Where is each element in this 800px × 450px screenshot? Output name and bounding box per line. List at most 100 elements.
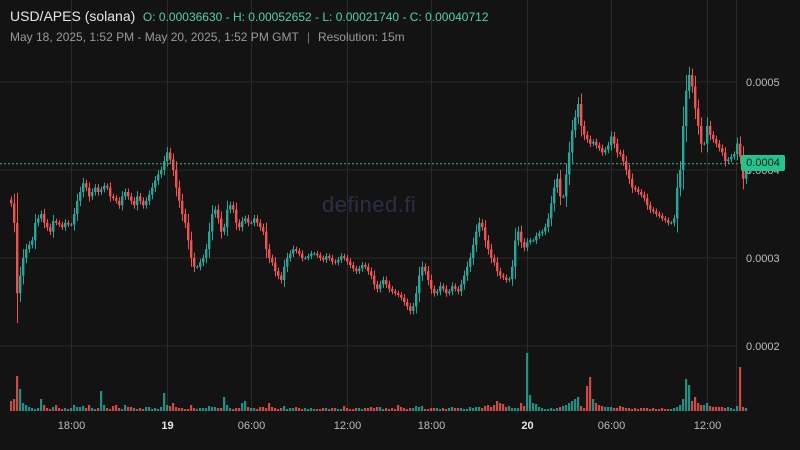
volume-bar — [667, 409, 670, 411]
volume-bar — [433, 408, 436, 411]
candle-body — [538, 233, 541, 236]
candle-body — [25, 249, 28, 258]
volume-bar — [187, 409, 190, 411]
candle-body — [196, 266, 199, 268]
volume-bar — [286, 409, 289, 411]
volume-bar — [616, 408, 619, 411]
volume-bar — [250, 408, 253, 411]
candle-body — [19, 275, 22, 294]
candle-body — [94, 187, 97, 192]
volume-bar — [277, 409, 280, 411]
candle-body — [697, 108, 700, 126]
candle-body — [199, 262, 202, 267]
candle-body — [259, 222, 262, 228]
candle-body — [685, 90, 688, 126]
candle-body — [595, 141, 598, 146]
candle-body — [448, 291, 451, 294]
candle-body — [232, 205, 235, 210]
volume-bar — [649, 409, 652, 411]
candle-body — [88, 187, 91, 197]
volume-bar — [88, 405, 91, 411]
candle-body — [679, 170, 682, 188]
candle-body — [580, 104, 583, 126]
volume-bar — [274, 408, 277, 411]
candle-body — [43, 214, 46, 223]
candle-body — [385, 280, 388, 285]
volume-bar — [403, 408, 406, 411]
candle-body — [577, 104, 580, 118]
candle-body — [355, 268, 358, 272]
volume-bar — [646, 408, 649, 411]
candle-body — [49, 227, 52, 232]
volume-bar — [382, 409, 385, 411]
volume-bar — [586, 386, 589, 411]
x-tick-label: 06:00 — [238, 420, 266, 432]
candle-body — [484, 227, 487, 241]
candle-body — [481, 222, 484, 228]
volume-bar — [661, 408, 664, 411]
volume-bar — [13, 399, 16, 411]
volume-bar — [613, 408, 616, 411]
candle-body — [295, 249, 298, 251]
candle-body — [433, 288, 436, 294]
volume-bar — [508, 406, 511, 411]
candle-body — [52, 221, 55, 232]
volume-bar — [19, 389, 22, 411]
volume-bar — [316, 409, 319, 411]
x-tick-label: 18:00 — [418, 420, 446, 432]
volume-bar — [145, 407, 148, 411]
candle-body — [505, 277, 508, 280]
volume-bar — [550, 408, 553, 411]
candle-body — [523, 242, 526, 248]
volume-bar — [703, 405, 706, 411]
volume-bar — [496, 401, 499, 411]
candle-body — [193, 258, 196, 267]
volume-bar — [685, 379, 688, 411]
header-line-pair: USD/APES (solana) O: 0.00036630 - H: 0.0… — [10, 8, 489, 24]
volume-group — [10, 353, 748, 411]
volume-bar — [559, 407, 562, 411]
candle-body — [418, 275, 421, 294]
candle-body — [376, 284, 379, 289]
volume-bar — [193, 408, 196, 411]
candle-body — [427, 271, 430, 280]
volume-bar — [100, 391, 103, 411]
volume-bar — [487, 405, 490, 411]
candle-body — [286, 258, 289, 267]
candle-body — [718, 143, 721, 148]
volume-bar — [529, 395, 532, 411]
volume-bar — [712, 407, 715, 411]
volume-bar — [466, 409, 469, 411]
volume-bar — [76, 407, 79, 411]
volume-bar — [571, 401, 574, 411]
candle-body — [712, 134, 715, 140]
volume-bar — [208, 406, 211, 411]
volume-bar — [574, 399, 577, 411]
candle-body — [154, 180, 157, 188]
candle-body — [388, 284, 391, 289]
volume-bar — [670, 409, 673, 411]
candle-body — [460, 284, 463, 292]
volume-bar — [172, 403, 175, 411]
volume-bar — [301, 409, 304, 411]
candle-body — [310, 253, 313, 257]
candle-body — [601, 148, 604, 153]
volume-bar — [49, 409, 52, 411]
volume-bar — [499, 403, 502, 411]
candle-body — [220, 218, 223, 232]
candle-body — [187, 222, 190, 241]
candle-body — [256, 218, 259, 223]
volume-bar — [700, 405, 703, 411]
candle-body — [628, 170, 631, 179]
candle-body — [574, 117, 577, 131]
date-range: May 18, 2025, 1:52 PM - May 20, 2025, 1:… — [10, 30, 299, 44]
candle-body — [469, 258, 472, 267]
candle-body — [736, 143, 739, 155]
volume-bar — [637, 409, 640, 411]
volume-bar — [598, 405, 601, 411]
candle-body — [412, 306, 415, 311]
volume-bar — [109, 409, 112, 411]
volume-bar — [358, 408, 361, 411]
candle-body — [31, 240, 34, 245]
